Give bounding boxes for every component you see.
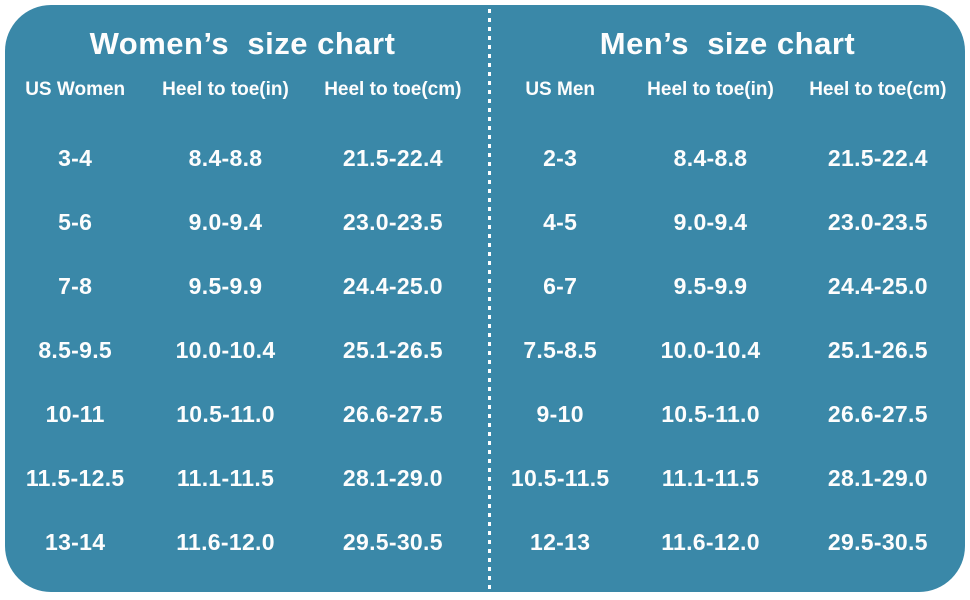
inches-cell: 10.5-11.0 (176, 401, 275, 427)
table-row: 13-14 11.6-12.0 29.5-30.5 (0, 510, 485, 574)
cm-cell: 21.5-22.4 (342, 145, 443, 171)
table-row: 6-7 9.5-9.9 24.4-25.0 (485, 254, 970, 318)
size-cell: 11.5-12.5 (25, 465, 125, 491)
inches-cell: 9.0-9.4 (673, 209, 748, 235)
table-row: 11.5-12.5 11.1-11.5 28.1-29.0 (0, 446, 485, 510)
inches-cell: 10.0-10.4 (660, 337, 761, 363)
cm-cell: 24.4-25.0 (342, 273, 443, 299)
size-cell: 3-4 (58, 145, 93, 171)
inches-cell: 10.5-11.0 (661, 401, 760, 427)
size-cell: 5-6 (58, 209, 93, 235)
cm-cell: 29.5-30.5 (342, 529, 443, 555)
cm-cell: 23.0-23.5 (342, 209, 443, 235)
mens-chart-title: Men’s size chart (599, 26, 856, 61)
size-cell: 7-8 (58, 273, 93, 299)
column-header-heel-to-toe-in: Heel to toe(in) (647, 79, 774, 100)
table-row: 3-4 8.4-8.8 21.5-22.4 (0, 126, 485, 190)
size-cell: 13-14 (45, 529, 106, 555)
cm-cell: 28.1-29.0 (827, 465, 928, 491)
size-cell: 4-5 (543, 209, 578, 235)
table-row: 5-6 9.0-9.4 23.0-23.5 (0, 190, 485, 254)
table-row: 10.5-11.5 11.1-11.5 28.1-29.0 (485, 446, 970, 510)
table-row: 10-11 10.5-11.0 26.6-27.5 (0, 382, 485, 446)
cm-cell: 26.6-27.5 (342, 401, 443, 427)
table-row: 8.5-9.5 10.0-10.4 25.1-26.5 (0, 318, 485, 382)
womens-size-chart: Women’s size chart US Women Heel to toe(… (0, 26, 485, 574)
column-header-heel-to-toe-cm: Heel to toe(cm) (324, 79, 462, 100)
dashed-center-divider (488, 0, 491, 600)
table-row: 9-10 10.5-11.0 26.6-27.5 (485, 382, 970, 446)
column-header-us-women: US Women (25, 79, 126, 100)
column-header-heel-to-toe-cm: Heel to toe(cm) (809, 79, 947, 100)
table-row: 4-5 9.0-9.4 23.0-23.5 (485, 190, 970, 254)
inches-cell: 11.6-12.0 (176, 529, 275, 555)
size-cell: 7.5-8.5 (523, 337, 598, 363)
cm-cell: 28.1-29.0 (342, 465, 443, 491)
size-cell: 6-7 (543, 273, 578, 299)
size-cell: 9-10 (536, 401, 584, 427)
cm-cell: 23.0-23.5 (827, 209, 928, 235)
inches-cell: 10.0-10.4 (175, 337, 276, 363)
inches-cell: 9.0-9.4 (188, 209, 263, 235)
inches-cell: 8.4-8.8 (188, 145, 263, 171)
inches-cell: 9.5-9.9 (188, 273, 263, 299)
cm-cell: 29.5-30.5 (827, 529, 928, 555)
table-row: 12-13 11.6-12.0 29.5-30.5 (485, 510, 970, 574)
mens-column-headers: US Men Heel to toe(in) Heel to toe(cm) (485, 68, 970, 112)
cm-cell: 21.5-22.4 (827, 145, 928, 171)
size-cell: 8.5-9.5 (38, 337, 113, 363)
table-row: 7-8 9.5-9.9 24.4-25.0 (0, 254, 485, 318)
table-row: 2-3 8.4-8.8 21.5-22.4 (485, 126, 970, 190)
column-header-heel-to-toe-in: Heel to toe(in) (162, 79, 289, 100)
teal-background-panel (5, 5, 965, 592)
mens-size-chart: Men’s size chart US Men Heel to toe(in) … (485, 0, 970, 600)
cm-cell: 25.1-26.5 (342, 337, 443, 363)
womens-chart-title: Women’s size chart (89, 26, 396, 61)
column-header-us-men: US Men (525, 79, 596, 100)
size-cell: 10-11 (45, 401, 105, 427)
cm-cell: 24.4-25.0 (827, 273, 928, 299)
table-row: 7.5-8.5 10.0-10.4 25.1-26.5 (485, 318, 970, 382)
cm-cell: 26.6-27.5 (827, 401, 928, 427)
inches-cell: 9.5-9.9 (673, 273, 748, 299)
inches-cell: 11.1-11.5 (176, 465, 275, 491)
inches-cell: 11.6-12.0 (661, 529, 760, 555)
inches-cell: 8.4-8.8 (673, 145, 748, 171)
cm-cell: 25.1-26.5 (827, 337, 928, 363)
womens-column-headers: US Women Heel to toe(in) Heel to toe(cm) (0, 68, 485, 112)
size-cell: 2-3 (543, 145, 578, 171)
inches-cell: 11.1-11.5 (661, 465, 760, 491)
size-cell: 12-13 (530, 529, 591, 555)
size-cell: 10.5-11.5 (510, 465, 610, 491)
